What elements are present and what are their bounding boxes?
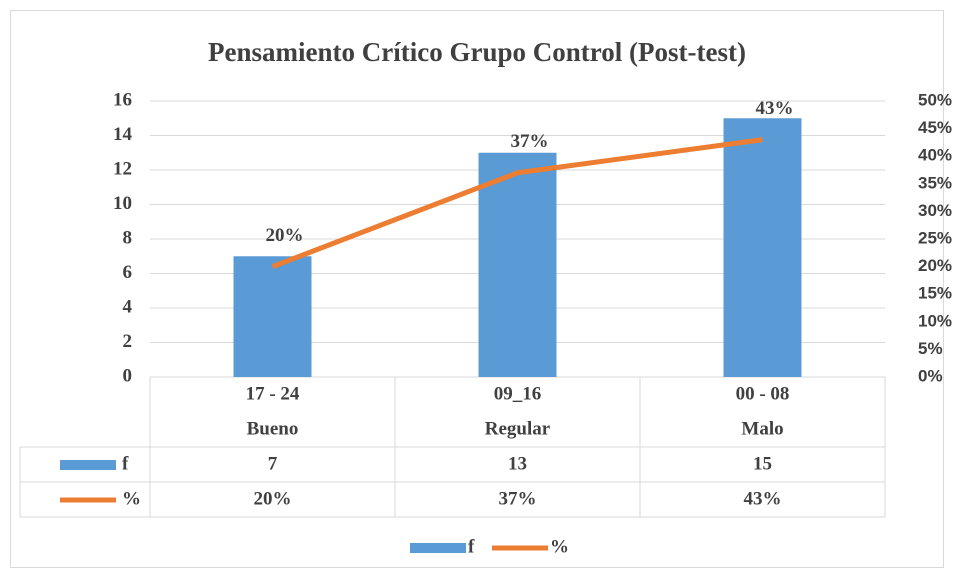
y2-tick-label: 35% <box>918 173 952 192</box>
table-legend-key <box>60 460 116 470</box>
y-tick-label: 2 <box>123 331 133 352</box>
y-tick-label: 14 <box>113 124 133 145</box>
x-tick-label: 00 - 08 <box>736 383 790 404</box>
table-series-name: f <box>122 453 129 474</box>
bar <box>233 256 312 377</box>
y2-tick-label: 40% <box>918 146 952 165</box>
y-tick-label: 8 <box>123 227 133 248</box>
data-label: 43% <box>756 98 794 119</box>
table-cell: 15 <box>753 453 772 474</box>
y2-tick-label: 0% <box>918 366 943 385</box>
y-tick-label: 6 <box>123 262 133 283</box>
x-subcategory-label: Malo <box>741 418 783 439</box>
x-subcategory-label: Bueno <box>247 418 299 439</box>
y-tick-label: 0 <box>123 365 133 386</box>
table-cell: 20% <box>254 488 292 509</box>
y2-tick-label: 30% <box>918 201 952 220</box>
table-cell: 37% <box>499 488 537 509</box>
legend-key <box>410 543 466 553</box>
legend-label: f <box>468 536 475 557</box>
x-tick-label: 09_16 <box>494 383 542 404</box>
line <box>271 137 763 269</box>
y2-tick-label: 50% <box>918 90 952 109</box>
data-label: 37% <box>511 131 549 152</box>
chart-title: Pensamiento Crítico Grupo Control (Post-… <box>208 37 746 67</box>
y2-tick-label: 5% <box>918 339 943 358</box>
y-tick-label: 12 <box>113 158 132 179</box>
table-cell: 43% <box>744 488 782 509</box>
table-series-name: % <box>122 488 141 509</box>
y2-tick-label: 15% <box>918 284 952 303</box>
y-tick-label: 10 <box>113 193 132 214</box>
bar <box>723 118 802 377</box>
y-tick-label: 4 <box>123 296 133 317</box>
y-tick-label: 16 <box>113 89 132 110</box>
legend-label: % <box>550 536 569 557</box>
x-subcategory-label: Regular <box>485 418 551 439</box>
y2-tick-label: 20% <box>918 256 952 275</box>
bar <box>478 152 557 377</box>
table-cell: 13 <box>508 453 527 474</box>
y2-tick-label: 25% <box>918 228 952 247</box>
y2-tick-label: 45% <box>918 118 952 137</box>
y2-tick-label: 10% <box>918 311 952 330</box>
data-label: 20% <box>266 225 304 246</box>
x-tick-label: 17 - 24 <box>246 383 300 404</box>
table-cell: 7 <box>268 453 278 474</box>
